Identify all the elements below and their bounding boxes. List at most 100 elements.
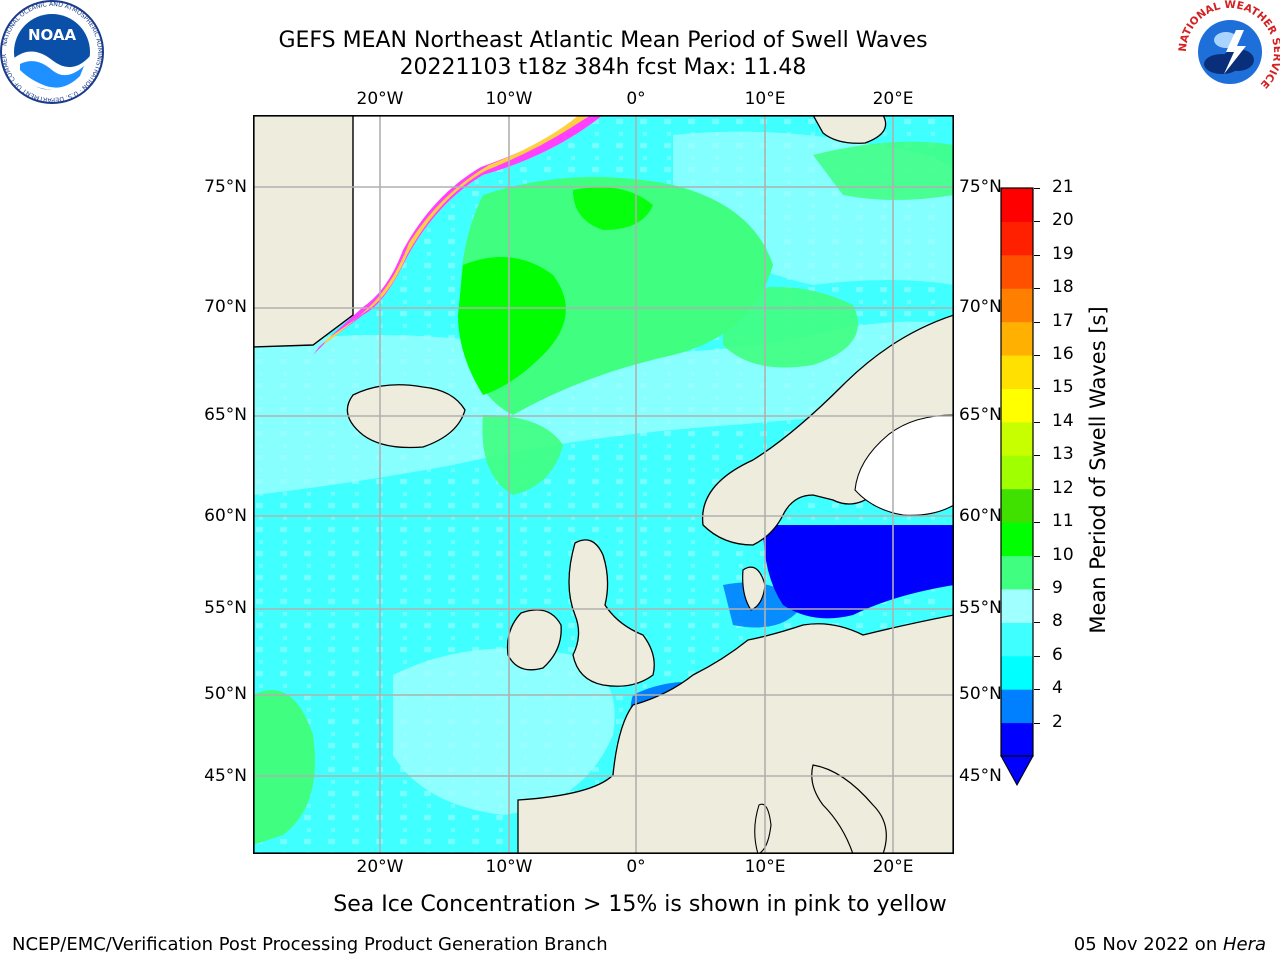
chart-title-line-2: 20221103 t18z 384h fcst Max: 11.48 (399, 55, 807, 80)
lon-tick-top-10w: 10°W (485, 89, 533, 109)
lat-tick-left-65n: 65°N (204, 405, 247, 425)
sea-ice-note: Sea Ice Concentration > 15% is shown in … (333, 892, 947, 917)
land-ireland (506, 609, 562, 671)
lon-tick-bottom-10w: 10°W (485, 857, 533, 877)
colorbar-tick-mark (1034, 722, 1040, 724)
colorbar-tick-mark (1034, 655, 1040, 657)
land-denmark (742, 566, 766, 611)
colorbar-band (1001, 321, 1033, 356)
colorbar-band (1001, 221, 1033, 256)
colorbar-label: Mean Period of Swell Waves [s] (1086, 306, 1110, 634)
colorbar-tick-label: 16 (1052, 344, 1074, 365)
colorbar-tick-label: 19 (1052, 243, 1074, 264)
noaa-logo: NATIONAL OCEANIC AND ATMOSPHERIC ADMINIS… (0, 0, 104, 104)
lon-tick-top-20e: 20°E (872, 89, 914, 109)
graticule (253, 115, 954, 854)
footer-date-text: 05 Nov 2022 on (1073, 934, 1223, 955)
colorbar-band (1001, 355, 1033, 389)
lon-tick-bottom-0: 0° (626, 857, 646, 877)
lat-tick-left-50n: 50°N (204, 684, 247, 704)
lat-tick-left-60n: 60°N (204, 506, 247, 526)
colorbar-band (1001, 588, 1033, 623)
colorbar-tick-label: 15 (1052, 377, 1074, 398)
swell-zone-green (482, 415, 563, 495)
chart-title-line-1: GEFS MEAN Northeast Atlantic Mean Period… (278, 28, 928, 53)
colorbar-tick-label: 11 (1052, 511, 1074, 532)
swell-zone-max (573, 187, 653, 230)
colorbar-tick-label: 17 (1052, 310, 1074, 331)
footer-machine: Hera (1222, 934, 1266, 955)
colorbar-tick-label: 18 (1052, 277, 1074, 298)
swell-period-map (253, 115, 954, 854)
colorbar-tick-label: 2 (1052, 711, 1063, 732)
colorbar-band (1001, 488, 1033, 523)
land-great-britain (568, 539, 655, 687)
colorbar-tick-mark (1034, 355, 1040, 357)
nws-logo: NATIONAL WEATHER SERVICE (1178, 0, 1280, 102)
colorbar-tick-mark (1034, 488, 1040, 490)
colorbar-tick-mark (1034, 221, 1040, 223)
colorbar-band (1001, 655, 1033, 690)
colorbar-band (1001, 288, 1033, 323)
footer-credit: NCEP/EMC/Verification Post Processing Pr… (12, 934, 608, 955)
no-data-gulf-of-bothnia (854, 414, 954, 516)
colorbar-band (1001, 254, 1033, 289)
lat-tick-right-60n: 60°N (959, 506, 1002, 526)
colorbar-tick-mark (1034, 254, 1040, 256)
footer-date: 05 Nov 2022 on Hera (1074, 934, 1266, 955)
colorbar-tick-mark (1034, 388, 1040, 390)
lat-tick-left-75n: 75°N (204, 177, 247, 197)
no-data-region (353, 115, 603, 315)
swell-zone-green (813, 141, 954, 200)
colorbar-tick-mark (1034, 622, 1040, 624)
swell-zone-light (393, 648, 615, 815)
colorbar-tick-mark (1034, 522, 1040, 524)
colorbar-band (1001, 722, 1033, 757)
colorbar-band (1001, 555, 1033, 590)
lat-tick-right-75n: 75°N (959, 177, 1002, 197)
swell-zone-max (458, 257, 566, 395)
noaa-logo-text: NOAA (28, 26, 77, 44)
colorbar-band (1001, 388, 1033, 423)
lon-tick-top-20w: 20°W (356, 89, 404, 109)
colorbar-band (1001, 622, 1033, 657)
colorbar-tick-label: 21 (1052, 177, 1074, 197)
colorbar-tick-mark (1034, 188, 1040, 189)
colorbar-tick-mark (1034, 555, 1040, 557)
lat-tick-right-65n: 65°N (959, 405, 1002, 425)
colorbar-band (1001, 689, 1033, 724)
colorbar-tick-label: 10 (1052, 544, 1074, 565)
colorbar-tick-mark (1034, 288, 1040, 290)
land-italy (811, 764, 887, 854)
colorbar-tick-label: 12 (1052, 477, 1074, 498)
colorbar-tick-label: 9 (1052, 577, 1063, 598)
lat-tick-left-70n: 70°N (204, 297, 247, 317)
colorbar-tick-label: 6 (1052, 644, 1063, 665)
colorbar-band (1001, 522, 1033, 557)
lat-tick-left-55n: 55°N (204, 598, 247, 618)
lat-tick-right-45n: 45°N (959, 766, 1002, 786)
land-corsica-sardinia (754, 803, 772, 854)
colorbar-band (1001, 455, 1033, 490)
colorbar-tick-mark (1034, 689, 1040, 691)
colorbar-band (1001, 188, 1033, 222)
lon-tick-bottom-20e: 20°E (872, 857, 914, 877)
lat-tick-right-55n: 55°N (959, 598, 1002, 618)
colorbar-tick-mark (1034, 588, 1040, 590)
sea-baltic (763, 525, 954, 619)
lon-tick-top-0: 0° (626, 89, 646, 109)
land-svalbard (812, 115, 887, 144)
lon-tick-top-10e: 10°E (744, 89, 786, 109)
lon-tick-bottom-20w: 20°W (356, 857, 404, 877)
lat-tick-left-45n: 45°N (204, 766, 247, 786)
colorbar-tick-mark (1034, 321, 1040, 323)
colorbar-tick-mark (1034, 421, 1040, 423)
lon-tick-bottom-10e: 10°E (744, 857, 786, 877)
colorbar-tick-label: 8 (1052, 611, 1063, 632)
colorbar-tick-label: 14 (1052, 410, 1074, 431)
colorbar-tick-label: 13 (1052, 444, 1074, 465)
lat-tick-right-70n: 70°N (959, 297, 1002, 317)
map-frame (253, 115, 954, 854)
colorbar-tick-mark (1034, 455, 1040, 457)
colorbar-extend-triangle (1000, 755, 1034, 786)
